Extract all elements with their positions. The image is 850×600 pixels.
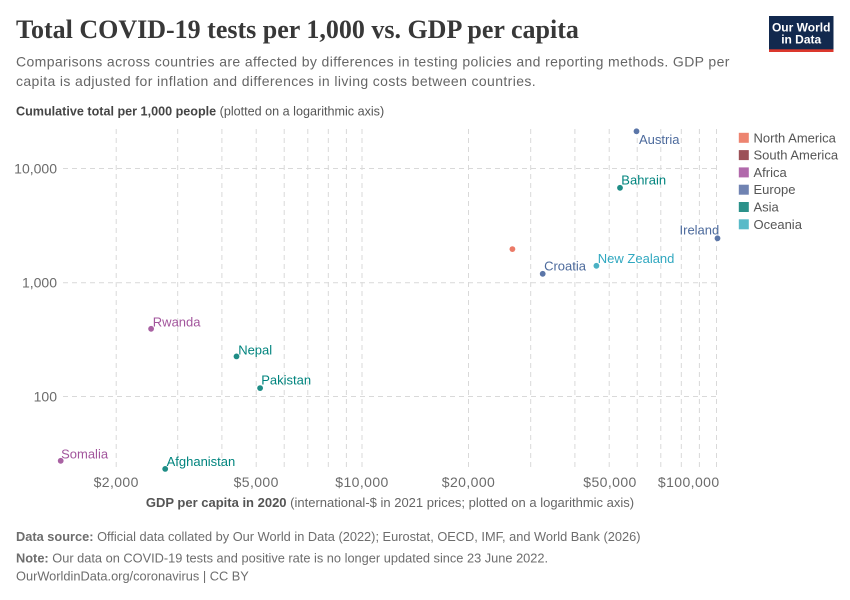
svg-text:$5,000: $5,000: [234, 474, 279, 490]
svg-text:South America: South America: [754, 148, 839, 163]
svg-text:Rwanda: Rwanda: [153, 314, 201, 329]
svg-text:Oceania: Oceania: [754, 217, 803, 232]
svg-text:GDP per capita in 2020 (intern: GDP per capita in 2020 (international-$ …: [146, 495, 634, 510]
svg-text:100: 100: [34, 389, 58, 405]
svg-text:capita is adjusted for inflati: capita is adjusted for inflation and dif…: [16, 73, 536, 89]
svg-text:Note: Our data on COVID-19 tes: Note: Our data on COVID-19 tests and pos…: [16, 551, 548, 566]
svg-text:OurWorldinData.org/coronavirus: OurWorldinData.org/coronavirus | CC BY: [16, 569, 249, 584]
svg-text:in Data: in Data: [781, 33, 821, 47]
svg-text:$2,000: $2,000: [94, 474, 139, 490]
svg-text:Total COVID-19 tests per 1,000: Total COVID-19 tests per 1,000 vs. GDP p…: [16, 15, 579, 44]
svg-text:Nepal: Nepal: [238, 343, 272, 358]
svg-text:Africa: Africa: [754, 165, 788, 180]
svg-text:10,000: 10,000: [14, 161, 57, 177]
svg-text:Pakistan: Pakistan: [261, 373, 311, 388]
svg-text:Ireland: Ireland: [680, 223, 720, 238]
svg-text:Comparisons across countries a: Comparisons across countries are affecte…: [16, 53, 730, 69]
svg-text:Afghanistan: Afghanistan: [167, 454, 236, 469]
svg-text:Croatia: Croatia: [544, 259, 587, 274]
svg-text:$50,000: $50,000: [583, 474, 636, 490]
svg-text:Cumulative total per 1,000 peo: Cumulative total per 1,000 people (plott…: [16, 105, 384, 119]
svg-text:Austria: Austria: [639, 132, 680, 147]
svg-text:$10,000: $10,000: [335, 474, 388, 490]
svg-text:Our World: Our World: [772, 21, 830, 35]
svg-text:Asia: Asia: [754, 200, 780, 215]
svg-text:$100,000: $100,000: [658, 474, 720, 490]
svg-text:Bahrain: Bahrain: [621, 172, 666, 187]
svg-text:$20,000: $20,000: [442, 474, 495, 490]
svg-text:Europe: Europe: [754, 182, 796, 197]
svg-text:Data source: Official data col: Data source: Official data collated by O…: [16, 529, 641, 544]
svg-text:North America: North America: [754, 130, 837, 145]
svg-text:1,000: 1,000: [22, 275, 57, 291]
svg-text:Somalia: Somalia: [61, 447, 109, 462]
svg-text:New Zealand: New Zealand: [598, 251, 675, 266]
